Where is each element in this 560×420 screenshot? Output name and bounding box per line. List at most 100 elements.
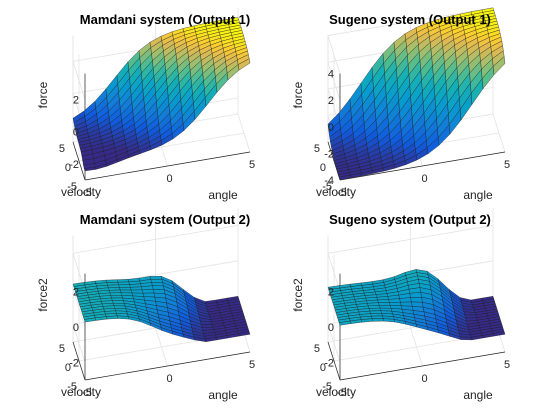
surface-patch (388, 298, 401, 303)
surface-patch (369, 310, 382, 314)
x-tick-label: -5 (337, 187, 347, 199)
surface-patch (371, 315, 384, 319)
surface-patch (130, 286, 143, 291)
z-tick-label: 0 (73, 322, 79, 334)
plot-title: Mamdani system (Output 2) (80, 212, 250, 227)
surface-patch (370, 313, 383, 317)
y-tick-label: -5 (322, 181, 332, 193)
plot-title: Sugeno system (Output 1) (329, 12, 491, 27)
surface-patch (464, 314, 477, 319)
surface (327, 7, 506, 180)
z-axis-label: force (36, 81, 50, 108)
subplot-sugeno-output1: Sugeno system (Output 1)-4-2024-505-505f… (291, 7, 510, 202)
surface-patch (108, 289, 122, 294)
surface-patch (141, 289, 155, 294)
surface-patch (410, 297, 423, 303)
plot-title: Mamdani system (Output 1) (80, 12, 250, 27)
y-axis-label: velocity (316, 185, 356, 199)
x-axis-label: angle (208, 388, 238, 402)
y-tick-label: 5 (59, 343, 65, 355)
surface-patch (109, 292, 123, 296)
z-axis-label: force (291, 81, 305, 108)
x-tick-label: -5 (82, 187, 92, 199)
z-tick-label: 0 (73, 127, 79, 139)
y-tick-label: 5 (314, 343, 320, 355)
surface-patch (238, 58, 251, 71)
z-tick-label: 2 (73, 286, 79, 298)
y-tick-label: 0 (65, 162, 71, 174)
x-tick-label: 5 (504, 159, 510, 171)
z-tick-label: 2 (328, 286, 334, 298)
z-tick-label: 0 (328, 122, 334, 134)
y-tick-label: 0 (65, 362, 71, 374)
surface-patch (378, 305, 392, 309)
surface (72, 17, 251, 172)
z-tick-label: -2 (324, 148, 334, 160)
z-tick-label: 4 (328, 69, 334, 81)
surface-patch (119, 289, 133, 294)
surface-patch (150, 279, 163, 283)
surface-patch (378, 302, 391, 306)
z-tick-label: -2 (69, 357, 79, 369)
subplot-sugeno-output2: Sugeno system (Output 2)-202-505-505forc… (291, 207, 510, 402)
surface-patch (400, 301, 413, 307)
surface-patch (130, 289, 144, 294)
surface-patch (116, 315, 130, 320)
subplot-mamdani-output1: Mamdani system (Output 1)-202-505-505for… (36, 7, 255, 202)
surface-patch (459, 336, 473, 341)
surface-patch (108, 287, 121, 291)
z-tick-label: -4 (324, 175, 334, 187)
surface-patch (151, 282, 164, 287)
y-tick-label: 5 (59, 143, 65, 155)
surface-patch (399, 297, 412, 303)
surface-patch (492, 331, 506, 337)
surface-patch (200, 324, 214, 328)
y-tick-label: -5 (67, 381, 77, 393)
surface-patch (119, 287, 132, 291)
x-tick-label: 5 (249, 159, 255, 171)
plot-title: Sugeno system (Output 2) (329, 212, 491, 227)
surface-patch (111, 297, 124, 301)
y-tick-label: 0 (320, 162, 326, 174)
y-tick-label: -5 (322, 381, 332, 393)
surface-patch (110, 295, 123, 299)
z-tick-label: 2 (328, 95, 334, 107)
surface-patch (149, 276, 163, 280)
surface-patch (112, 300, 125, 304)
surface-patch (377, 299, 390, 303)
z-axis-label: force2 (291, 278, 305, 312)
surface-patch (493, 56, 506, 76)
x-tick-label: -5 (337, 387, 347, 399)
subplot-mamdani-output2: Mamdani system (Output 2)-202-505-505for… (36, 207, 255, 402)
surface-patch (118, 284, 131, 288)
surface-patch (389, 302, 402, 306)
x-axis-label: angle (208, 188, 238, 202)
surface-patch (116, 279, 130, 283)
x-tick-label: 5 (249, 359, 255, 371)
x-axis-label: angle (463, 188, 493, 202)
x-tick-label: 0 (421, 373, 427, 385)
z-tick-label: -2 (69, 159, 79, 171)
surface (72, 275, 251, 342)
surface (327, 269, 506, 341)
surface-patch (371, 318, 385, 322)
x-tick-label: 0 (421, 173, 427, 185)
x-axis-label: angle (463, 388, 493, 402)
y-tick-label: -5 (67, 181, 77, 193)
z-tick-label: -2 (324, 357, 334, 369)
z-tick-label: 2 (73, 94, 79, 106)
y-tick-label: 0 (320, 362, 326, 374)
surface-patch (237, 331, 251, 337)
y-axis-label: velocity (61, 185, 101, 199)
y-tick-label: 5 (314, 143, 320, 155)
x-tick-label: 5 (504, 359, 510, 371)
z-tick-label: 0 (328, 322, 334, 334)
x-tick-label: 0 (166, 373, 172, 385)
surface-patch (105, 315, 119, 320)
y-axis-label: velocity (316, 385, 356, 399)
y-axis-label: velocity (61, 385, 101, 399)
surface-patch (409, 292, 422, 298)
surface-patch (117, 281, 130, 285)
z-axis-label: force2 (36, 278, 50, 312)
